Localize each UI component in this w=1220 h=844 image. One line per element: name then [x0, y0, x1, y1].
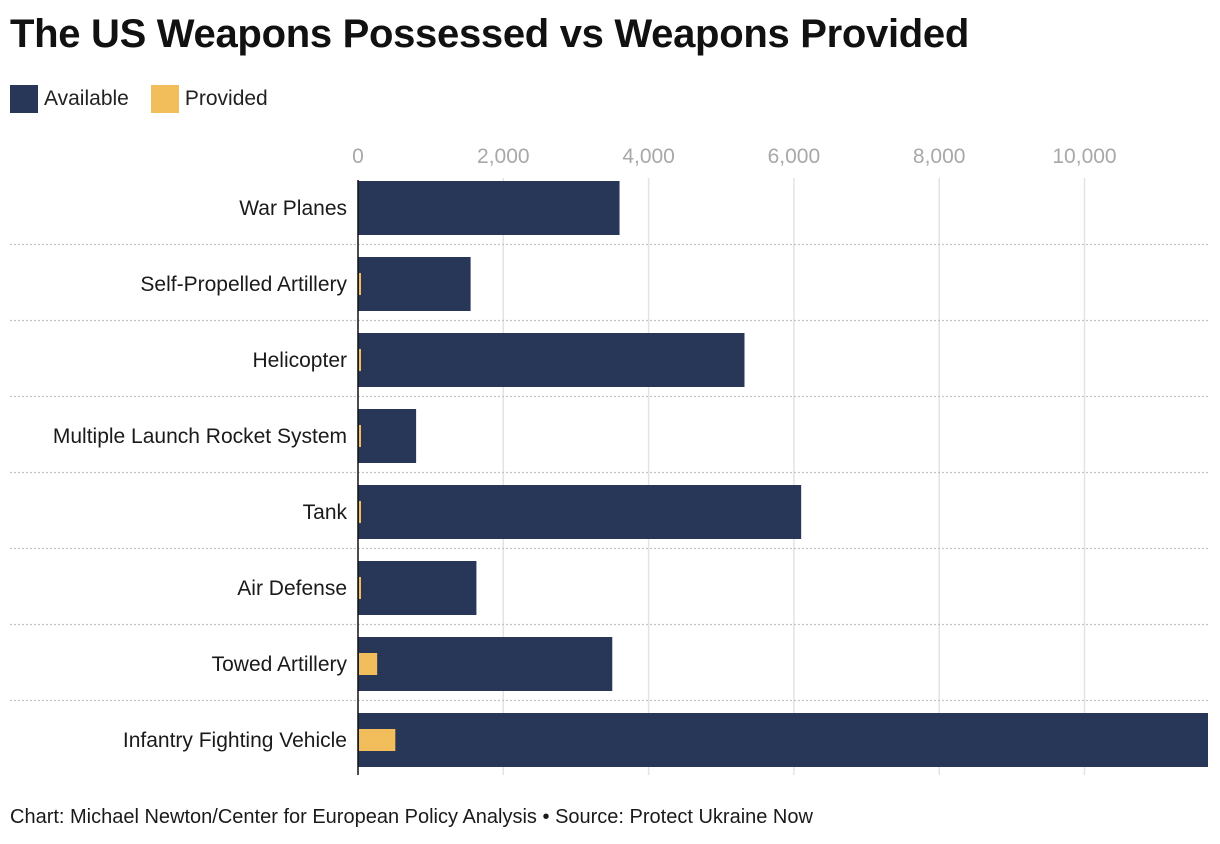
- legend-swatch-provided: [150, 85, 179, 113]
- footer-credit: Chart: Michael Newton/Center for Europea…: [10, 806, 537, 828]
- category-label: Helicopter: [252, 349, 347, 372]
- bar-provided: [359, 729, 396, 751]
- legend-item-provided: Provided: [150, 85, 268, 113]
- legend-item-available: Available: [10, 85, 129, 113]
- legend: Available Provided: [10, 84, 290, 114]
- bars: [358, 181, 1208, 767]
- footer-source: Source: Protect Ukraine Now: [555, 806, 813, 828]
- bar-available: [358, 409, 417, 463]
- legend-label-provided: Provided: [184, 87, 268, 110]
- legend-swatch-available: [10, 85, 38, 113]
- x-tick-label: 0: [352, 145, 364, 168]
- category-label: Infantry Fighting Vehicle: [123, 729, 347, 752]
- category-label: Tank: [303, 501, 348, 524]
- chart-title: The US Weapons Possessed vs Weapons Prov…: [10, 12, 969, 56]
- category-label: Self-Propelled Artillery: [140, 273, 347, 296]
- category-labels: War Planes Self-Propelled Artillery Helico…: [53, 197, 348, 752]
- bar-available: [358, 257, 471, 311]
- x-tick-label: 4,000: [622, 145, 675, 168]
- x-tick-label: 2,000: [477, 145, 530, 168]
- row-separators: [10, 243, 1208, 702]
- x-tick-label: 10,000: [1052, 145, 1116, 168]
- chart-footer: Chart: Michael Newton/Center for Europea…: [10, 806, 813, 829]
- bar-available: [358, 637, 613, 691]
- category-label: Towed Artillery: [212, 653, 348, 676]
- bar-provided: [359, 653, 378, 675]
- bar-available: [358, 713, 1208, 767]
- x-tick-label: 6,000: [768, 145, 821, 168]
- bar-provided: [359, 577, 361, 599]
- bar-provided: [359, 273, 361, 295]
- bar-provided: [359, 349, 361, 371]
- bar-available: [358, 333, 745, 387]
- category-label: Air Defense: [237, 577, 347, 600]
- legend-label-available: Available: [44, 87, 129, 110]
- bar-available: [358, 485, 802, 539]
- category-label: War Planes: [239, 197, 347, 220]
- x-tick-label: 8,000: [913, 145, 966, 168]
- x-axis-ticks: 0 2,000 4,000 6,000 8,000 10,000: [352, 145, 1116, 168]
- bar-provided: [359, 425, 361, 447]
- bar-available: [358, 561, 477, 615]
- footer-separator: •: [542, 806, 550, 828]
- category-label: Multiple Launch Rocket System: [53, 425, 347, 448]
- bar-available: [358, 181, 620, 235]
- bar-provided: [359, 501, 361, 523]
